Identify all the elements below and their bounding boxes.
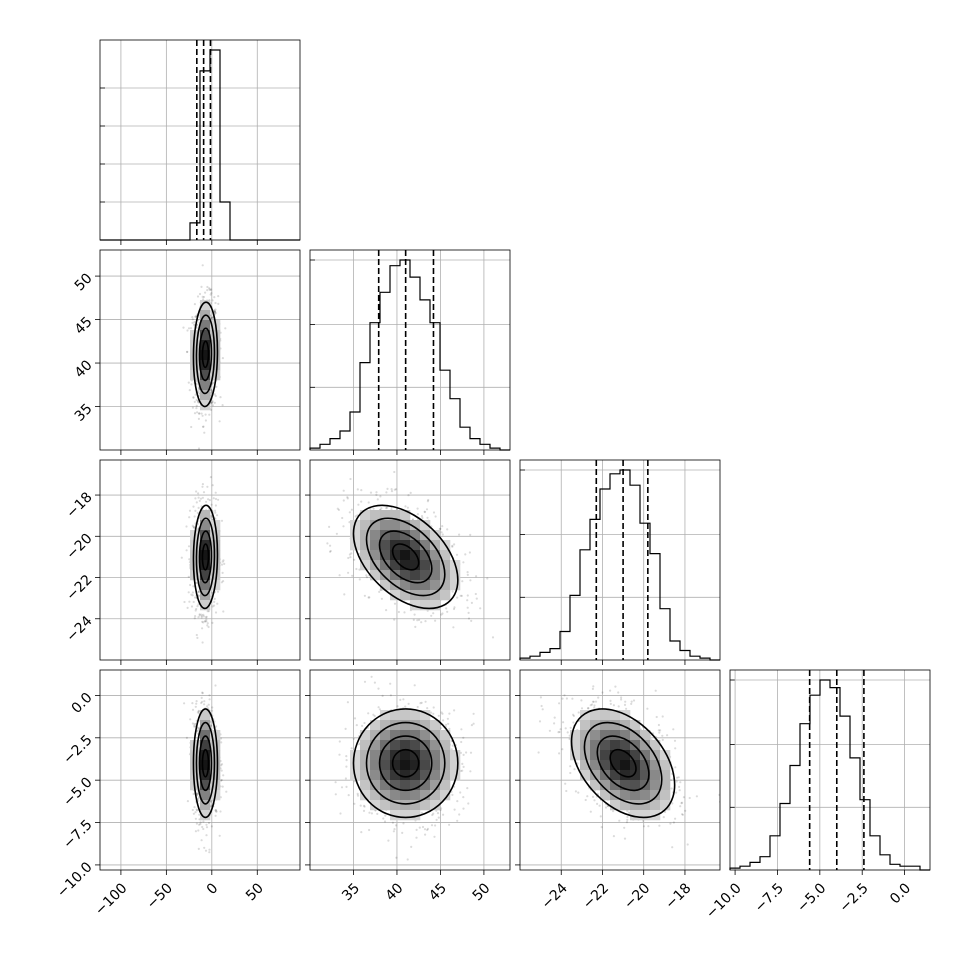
panel-frame-3-0: [99, 669, 301, 871]
y-tick-label-1-0: 35: [72, 401, 96, 425]
contour-2-0-3: [192, 504, 219, 610]
x-tick-label-1-3: 50: [470, 880, 494, 904]
x-tick-label-0-3: 50: [243, 880, 267, 904]
contour-2-0-2: [195, 517, 216, 597]
contour-3-2-0: [609, 748, 637, 778]
contour-3-2-2: [583, 721, 663, 805]
density-panel-2-0: [95, 459, 301, 665]
x-tick-label-3-3: −2.5: [836, 880, 871, 915]
y-tick-label-2-1: −22: [63, 572, 95, 604]
panel-frame-2-0: [99, 459, 301, 661]
x-tick-label-1-1: 40: [383, 880, 407, 904]
density-content-1-0: [100, 250, 300, 450]
contour-3-1-3: [352, 708, 459, 819]
x-tick-label-1-0: 35: [339, 880, 363, 904]
contour-2-0-1: [198, 530, 213, 584]
contour-3-0-3: [192, 708, 219, 819]
contour-1-0-1: [198, 327, 213, 382]
y-tick-label-1-2: 45: [72, 314, 96, 338]
density-panel-3-2: [515, 669, 721, 875]
panel-frame-1-0: [99, 249, 301, 451]
panel-frame-3-2: [519, 669, 721, 871]
x-tick-label-2-2: −20: [621, 880, 653, 912]
density-cells-3-1: [350, 710, 461, 821]
x-tick-label-2-1: −22: [580, 880, 612, 912]
y-tick-label-3-0: −10.0: [54, 859, 96, 901]
y-tick-label-1-1: 40: [72, 357, 96, 381]
contour-3-1-0: [391, 748, 420, 778]
panel-frame-2-2: [519, 459, 721, 661]
histogram-steps-3: [729, 679, 930, 871]
y-tick-label-2-3: −18: [63, 489, 95, 521]
y-tick-label-2-2: −20: [63, 531, 95, 563]
histogram-panel-2: [519, 459, 721, 665]
contour-3-0-1: [198, 735, 213, 792]
x-tick-label-0-0: −100: [92, 880, 131, 919]
contour-1-0-3: [192, 301, 219, 408]
x-tick-label-3-0: −10.0: [703, 880, 745, 922]
density-panel-3-1: [305, 669, 511, 875]
y-tick-label-3-4: 0.0: [69, 690, 96, 717]
histogram-steps-1: [309, 259, 510, 451]
contour-3-1-1: [378, 735, 433, 792]
contour-1-0-2: [195, 314, 216, 395]
x-tick-label-2-0: −24: [539, 880, 571, 912]
contour-2-0-0: [201, 543, 210, 571]
x-tick-label-3-2: −5.0: [794, 880, 829, 915]
contour-2-1-0: [391, 543, 420, 571]
x-tick-label-1-2: 45: [426, 880, 450, 904]
panel-frame-2-1: [309, 459, 511, 661]
density-panel-1-0: [95, 249, 301, 455]
x-tick-label-3-1: −7.5: [752, 880, 787, 915]
contour-3-0-0: [201, 748, 210, 778]
histogram-steps-2: [519, 469, 720, 661]
panel-frame-0-0: [99, 39, 301, 241]
density-cells-3-2: [570, 710, 671, 821]
histogram-panel-3: [729, 669, 931, 875]
y-tick-label-3-1: −7.5: [60, 817, 95, 852]
density-panel-3-0: [95, 669, 301, 875]
density-content-3-1: [310, 670, 510, 870]
density-cells-2-1: [350, 510, 461, 611]
panel-frame-3-3: [729, 669, 931, 871]
histogram-panel-1: [309, 249, 511, 455]
contour-3-0-2: [195, 721, 216, 805]
panel-frame-1-1: [309, 249, 511, 451]
contour-2-1-3: [352, 504, 459, 610]
density-content-3-2: [520, 670, 720, 870]
density-content-2-1: [310, 460, 510, 660]
contour-3-1-2: [365, 721, 446, 805]
contour-1-0-0: [201, 340, 210, 369]
density-content-2-0: [100, 460, 300, 660]
x-tick-label-2-3: −18: [662, 880, 694, 912]
density-panel-2-1: [305, 459, 511, 665]
x-tick-label-3-4: 0.0: [887, 880, 914, 907]
contour-3-2-1: [596, 735, 650, 792]
contour-2-1-2: [365, 517, 446, 597]
density-content-3-0: [100, 670, 300, 870]
y-tick-label-2-0: −24: [63, 613, 95, 645]
histogram-steps-0: [100, 49, 300, 241]
panel-frame-3-1: [309, 669, 511, 871]
x-tick-label-0-1: −50: [144, 880, 176, 912]
contour-2-1-1: [378, 530, 433, 584]
x-tick-label-0-2: 0: [204, 880, 222, 898]
y-tick-label-1-3: 50: [72, 270, 96, 294]
y-tick-label-3-3: −2.5: [60, 732, 95, 767]
histogram-panel-0: [99, 39, 301, 245]
y-tick-label-3-2: −5.0: [60, 775, 95, 810]
contour-3-2-3: [570, 708, 676, 819]
